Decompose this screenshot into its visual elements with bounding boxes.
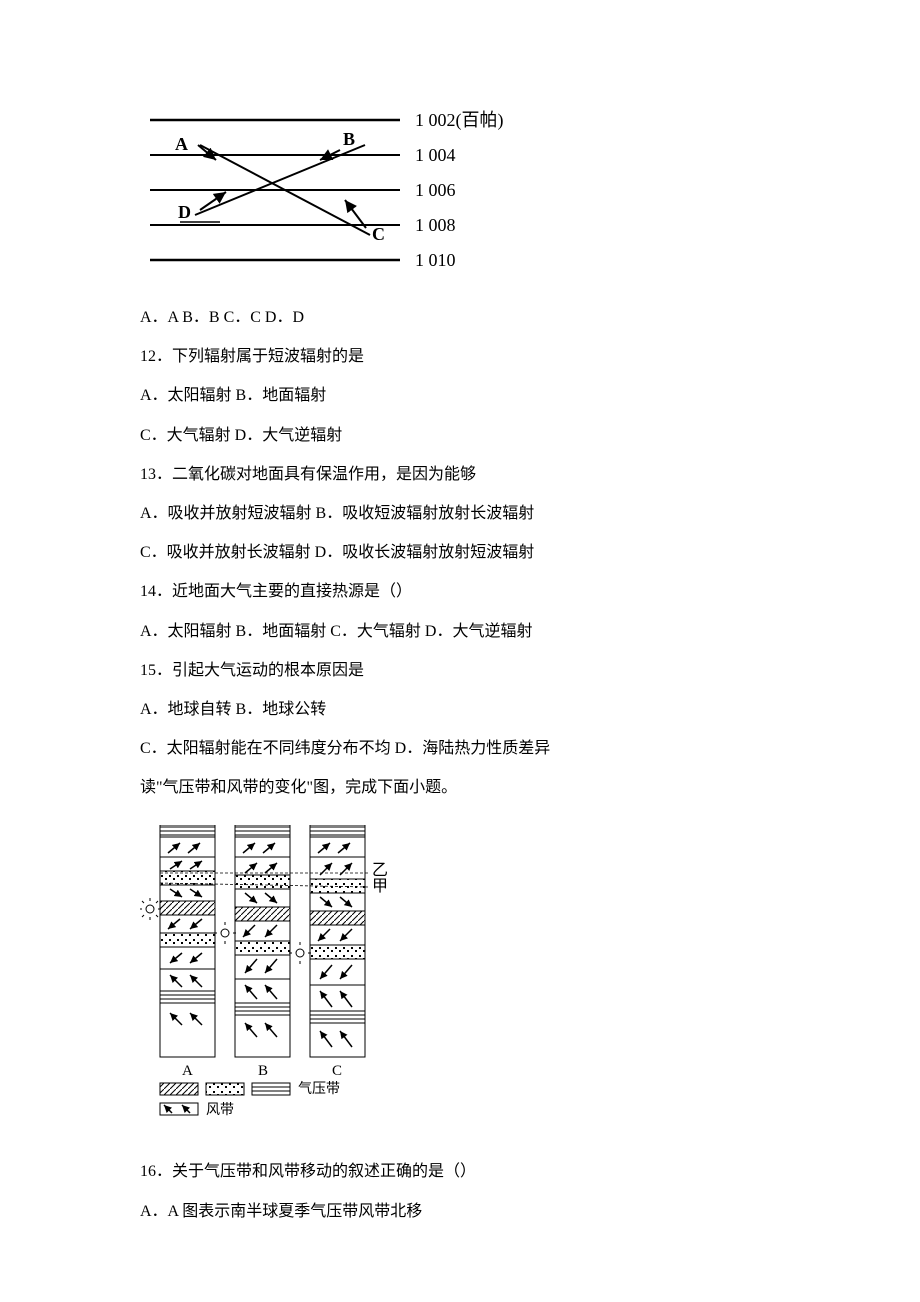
pressure-wind-figure: 乙 甲 A B C 气压带 风带 — [140, 825, 780, 1130]
annotation-yi: 乙 — [372, 862, 388, 879]
q15-stem: 15．引起大气运动的根本原因是 — [140, 653, 780, 688]
isobar-label-1002: 1 002(百帕) — [415, 110, 504, 131]
col-a-label: A — [182, 1063, 193, 1079]
q12-opts-cd: C．大气辐射 D．大气逆辐射 — [140, 418, 780, 453]
annotation-jia: 甲 — [372, 878, 388, 895]
point-a-label: A — [175, 134, 188, 154]
q11-options: A．A B．B C．C D．D — [140, 300, 780, 335]
point-c-label: C — [372, 224, 385, 244]
legend-pressure: 气压带 — [298, 1081, 340, 1097]
isobar-label-1004: 1 004 — [415, 145, 456, 165]
point-d-label: D — [178, 202, 191, 222]
point-b-label: B — [343, 129, 355, 149]
legend-wind: 风带 — [206, 1102, 234, 1118]
q14-opts: A．太阳辐射 B．地面辐射 C．大气辐射 D．大气逆辐射 — [140, 614, 780, 649]
q16-opt-a: A．A 图表示南半球夏季气压带风带北移 — [140, 1194, 780, 1229]
isobar-label-1010: 1 010 — [415, 250, 456, 270]
q13-stem: 13．二氧化碳对地面具有保温作用，是因为能够 — [140, 457, 780, 492]
isobar-label-1008: 1 008 — [415, 215, 456, 235]
q15-opts-cd: C．太阳辐射能在不同纬度分布不均 D．海陆热力性质差异 — [140, 731, 780, 766]
col-b-label: B — [258, 1063, 268, 1079]
isobar-figure: 1 002(百帕) 1 004 1 006 1 008 1 010 A B C — [140, 100, 780, 270]
section-intro: 读"气压带和风带的变化"图，完成下面小题。 — [140, 770, 780, 805]
isobar-label-1006: 1 006 — [415, 180, 456, 200]
q13-opts-ab: A．吸收并放射短波辐射 B．吸收短波辐射放射长波辐射 — [140, 496, 780, 531]
col-c-label: C — [332, 1063, 342, 1079]
q14-stem: 14．近地面大气主要的直接热源是（） — [140, 574, 780, 609]
q12-opts-ab: A．太阳辐射 B．地面辐射 — [140, 378, 780, 413]
q16-stem: 16．关于气压带和风带移动的叙述正确的是（） — [140, 1154, 780, 1189]
q15-opts-ab: A．地球自转 B．地球公转 — [140, 692, 780, 727]
q12-stem: 12．下列辐射属于短波辐射的是 — [140, 339, 780, 374]
q13-opts-cd: C．吸收并放射长波辐射 D．吸收长波辐射放射短波辐射 — [140, 535, 780, 570]
